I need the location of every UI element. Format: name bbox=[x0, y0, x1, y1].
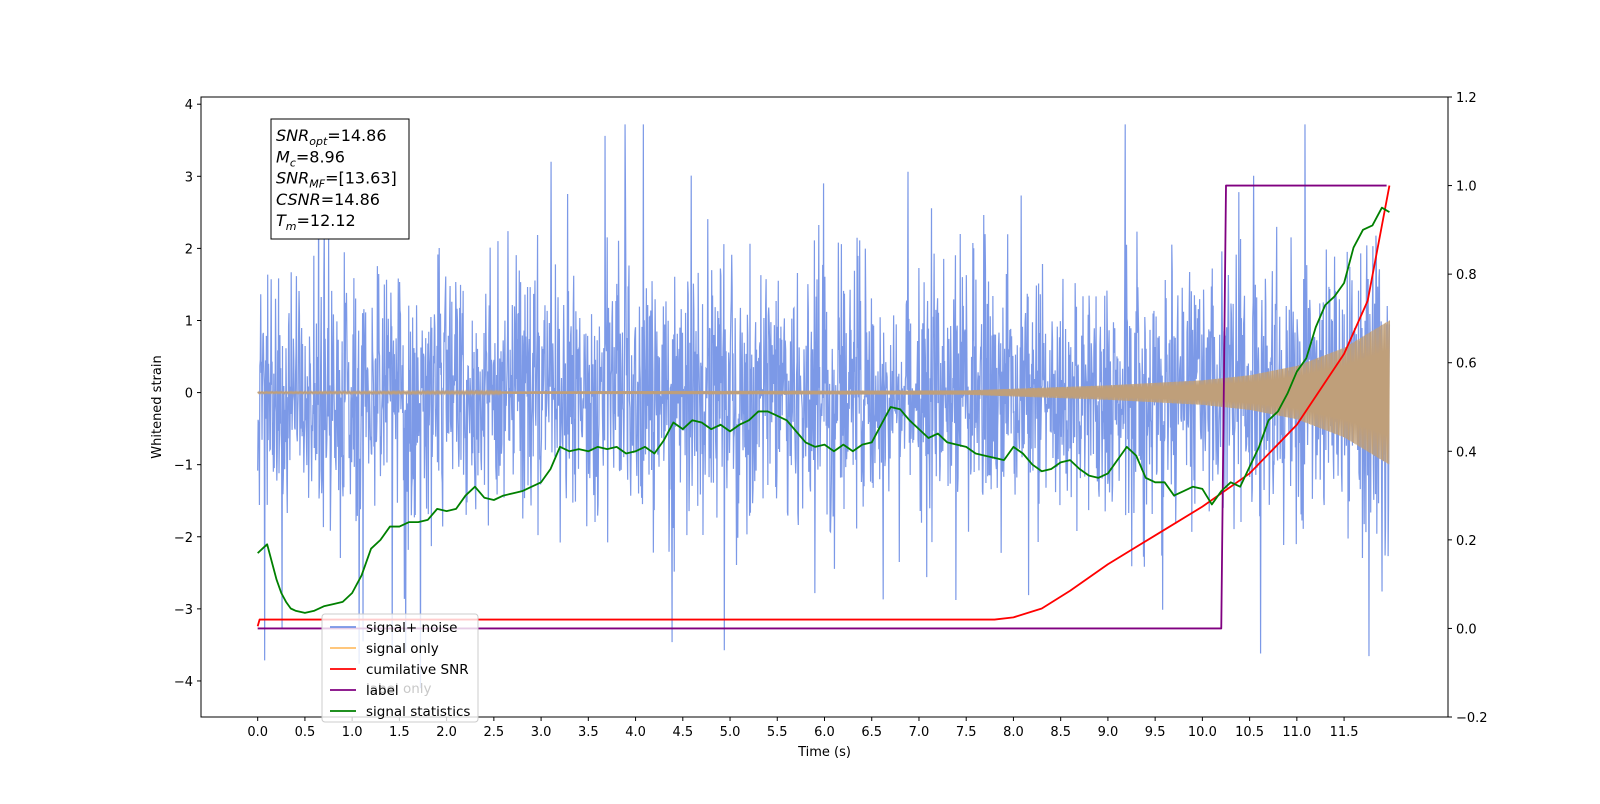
y-left-tick-label: 3 bbox=[185, 170, 193, 185]
y-right-tick-label: 1.0 bbox=[1456, 180, 1477, 195]
y-left-tick-label: −3 bbox=[174, 603, 193, 618]
x-tick-label: 5.0 bbox=[720, 725, 741, 740]
legend-entry-label: signal only bbox=[366, 641, 439, 657]
legend-entry-label: label bbox=[366, 683, 399, 699]
series-signal-statistics bbox=[257, 206, 1390, 614]
annotation-line: Mc=8.96 bbox=[276, 147, 345, 169]
y-right-tick-label: 0.2 bbox=[1456, 534, 1477, 549]
x-tick-label: 1.0 bbox=[342, 725, 363, 740]
y-right-tick-label: 0.8 bbox=[1456, 268, 1477, 283]
annotation-line: Tm=12.12 bbox=[276, 211, 356, 233]
series-signal-noise bbox=[257, 124, 1391, 689]
x-tick-label: 9.0 bbox=[1098, 725, 1119, 740]
y-right-tick-label: 0.4 bbox=[1456, 445, 1477, 460]
y-left-tick-label: 1 bbox=[185, 314, 193, 329]
x-tick-label: 6.5 bbox=[861, 725, 882, 740]
y-left-tick-label: −1 bbox=[174, 459, 193, 474]
legend-entry-label: cumilative SNR bbox=[366, 662, 469, 678]
x-tick-label: 1.5 bbox=[389, 725, 410, 740]
x-tick-label: 11.0 bbox=[1282, 725, 1311, 740]
y-left-tick-label: 4 bbox=[185, 98, 193, 113]
y-left-tick-label: −2 bbox=[174, 531, 193, 546]
annotation-line: CSNR=14.86 bbox=[276, 190, 380, 209]
plot-frame bbox=[200, 96, 1449, 718]
x-tick-label: 10.0 bbox=[1188, 725, 1217, 740]
series-label bbox=[257, 184, 1387, 630]
x-tick-label: 2.0 bbox=[436, 725, 457, 740]
x-tick-label: 8.5 bbox=[1050, 725, 1071, 740]
annotation-line: SNRMF=[13.63] bbox=[276, 169, 397, 191]
y-left-tick-label: −4 bbox=[174, 675, 193, 690]
annotation-line: SNRopt=14.86 bbox=[276, 126, 387, 148]
legend-entry-label: signal statistics bbox=[366, 704, 470, 720]
x-axis-label: Time (s) bbox=[797, 745, 851, 760]
x-tick-label: 6.0 bbox=[814, 725, 835, 740]
legend-frame bbox=[321, 613, 479, 723]
x-tick-label: 3.0 bbox=[531, 725, 552, 740]
x-tick-label: 4.0 bbox=[625, 725, 646, 740]
x-tick-label: 10.5 bbox=[1235, 725, 1264, 740]
y-right-tick-label: −0.2 bbox=[1456, 711, 1488, 726]
legend: label only signal+ noise signal only cumila… bbox=[321, 613, 479, 723]
x-tick-label: 8.0 bbox=[1003, 725, 1024, 740]
x-tick-label: 7.0 bbox=[909, 725, 930, 740]
x-tick-label: 0.5 bbox=[295, 725, 316, 740]
x-tick-label: 2.5 bbox=[484, 725, 505, 740]
y-left-tick-label: 0 bbox=[185, 387, 193, 402]
series-signal-only bbox=[257, 320, 1390, 465]
x-tick-label: 0.0 bbox=[247, 725, 268, 740]
y-left-tick-label: 2 bbox=[185, 242, 193, 257]
y-right-tick-label: 1.2 bbox=[1456, 91, 1477, 106]
y-right-tick-label: 0.6 bbox=[1456, 357, 1477, 372]
x-tick-label: 9.5 bbox=[1145, 725, 1166, 740]
annotation-frame bbox=[270, 118, 410, 240]
y-axis-label: Whitened strain bbox=[150, 355, 165, 458]
legend-entry-label: signal+ noise bbox=[366, 620, 457, 636]
metrics-annotation-box: SNRopt=14.86Mc=8.96SNRMF=[13.63]CSNR=14.… bbox=[270, 118, 410, 240]
legend-occluded-text: label only bbox=[366, 681, 432, 697]
x-tick-label: 3.5 bbox=[578, 725, 599, 740]
series-cumilative-snr bbox=[256, 185, 1391, 627]
y-right-tick-label: 0.0 bbox=[1456, 622, 1477, 637]
x-tick-label: 5.5 bbox=[767, 725, 788, 740]
x-tick-label: 7.5 bbox=[956, 725, 977, 740]
x-tick-label: 4.5 bbox=[672, 725, 693, 740]
x-tick-label: 11.5 bbox=[1330, 725, 1359, 740]
